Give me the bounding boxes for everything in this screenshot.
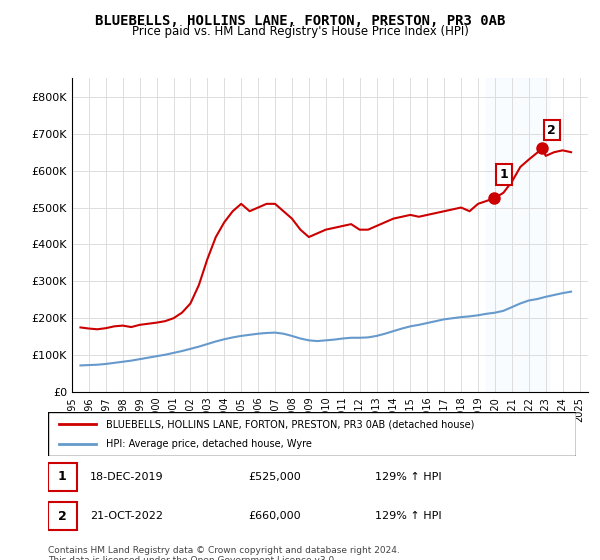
FancyBboxPatch shape bbox=[48, 502, 77, 530]
Text: Price paid vs. HM Land Registry's House Price Index (HPI): Price paid vs. HM Land Registry's House … bbox=[131, 25, 469, 38]
Text: 129% ↑ HPI: 129% ↑ HPI bbox=[376, 472, 442, 482]
Text: Contains HM Land Registry data © Crown copyright and database right 2024.
This d: Contains HM Land Registry data © Crown c… bbox=[48, 546, 400, 560]
Text: BLUEBELLS, HOLLINS LANE, FORTON, PRESTON, PR3 0AB (detached house): BLUEBELLS, HOLLINS LANE, FORTON, PRESTON… bbox=[106, 419, 475, 429]
Text: 21-OCT-2022: 21-OCT-2022 bbox=[90, 511, 163, 521]
FancyBboxPatch shape bbox=[48, 412, 576, 456]
Bar bbox=[487, 78, 549, 392]
Text: HPI: Average price, detached house, Wyre: HPI: Average price, detached house, Wyre bbox=[106, 439, 312, 449]
Text: £525,000: £525,000 bbox=[248, 472, 301, 482]
Text: BLUEBELLS, HOLLINS LANE, FORTON, PRESTON, PR3 0AB: BLUEBELLS, HOLLINS LANE, FORTON, PRESTON… bbox=[95, 14, 505, 28]
Text: 2: 2 bbox=[58, 510, 67, 522]
Text: £660,000: £660,000 bbox=[248, 511, 301, 521]
FancyBboxPatch shape bbox=[48, 463, 77, 491]
Text: 1: 1 bbox=[499, 168, 508, 181]
Text: 129% ↑ HPI: 129% ↑ HPI bbox=[376, 511, 442, 521]
Text: 1: 1 bbox=[58, 470, 67, 483]
Text: 18-DEC-2019: 18-DEC-2019 bbox=[90, 472, 164, 482]
Text: 2: 2 bbox=[547, 124, 556, 137]
